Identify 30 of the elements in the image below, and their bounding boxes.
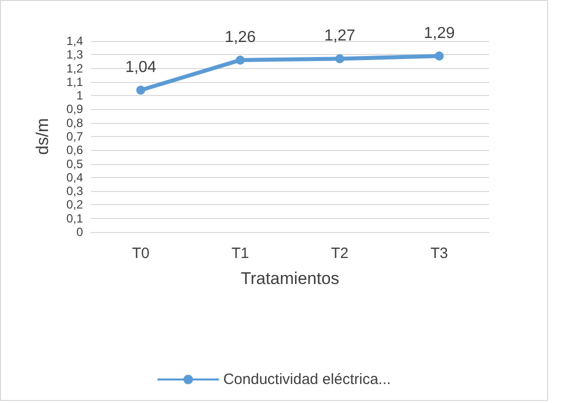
y-tick-label: 0 xyxy=(76,225,84,239)
y-tick-label: 0,1 xyxy=(66,211,84,226)
data-label: 1,29 xyxy=(424,25,455,42)
point xyxy=(236,56,245,65)
data-label: 1,26 xyxy=(224,29,256,46)
y-tick-label: 0,8 xyxy=(66,116,84,130)
x-tick-label: T0 xyxy=(132,245,150,262)
y-tick-label: 0,3 xyxy=(66,184,84,198)
y-tick-label: 0,5 xyxy=(66,156,84,171)
legend-label: Conductividad eléctrica... xyxy=(223,371,391,388)
x-tick-label: T3 xyxy=(430,245,448,262)
y-tick-label: 0,7 xyxy=(66,130,84,144)
y-tick-label: 1,3 xyxy=(66,48,84,62)
y-tick-label: 0,6 xyxy=(66,143,84,158)
y-tick-label: 0,4 xyxy=(66,170,84,184)
y-tick-label: 1,4 xyxy=(66,34,84,48)
y-tick-label: 1 xyxy=(76,88,84,103)
x-tick-label: T1 xyxy=(231,245,250,262)
point xyxy=(136,86,146,95)
y-axis-title: ds/m xyxy=(33,118,52,155)
y-tick-label: 1,1 xyxy=(66,74,84,89)
y-tick-label: 0,9 xyxy=(66,102,84,116)
y-tick-label: 0,2 xyxy=(66,198,84,212)
point xyxy=(434,52,444,61)
point xyxy=(335,54,344,64)
y-tick-label: 1,2 xyxy=(66,61,84,76)
x-axis-title: Tratamientos xyxy=(240,269,340,288)
data-label: 1,04 xyxy=(125,59,156,76)
data-label: 1,27 xyxy=(324,28,356,45)
x-tick-label: T2 xyxy=(330,245,349,262)
